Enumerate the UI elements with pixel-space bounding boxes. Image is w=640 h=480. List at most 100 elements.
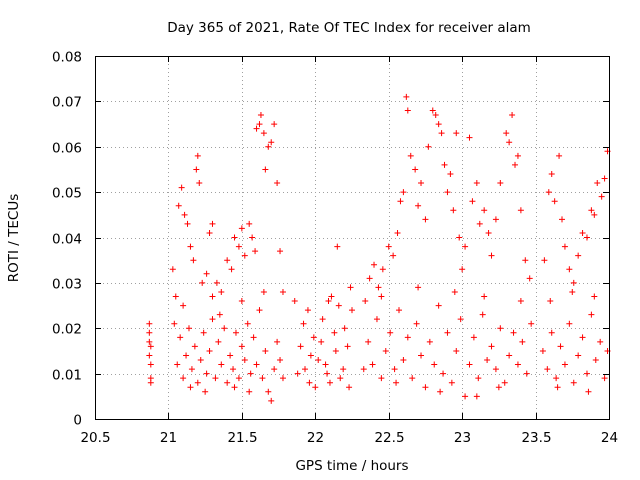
data-point	[180, 302, 187, 309]
data-point	[341, 325, 348, 332]
data-point	[328, 293, 335, 300]
data-point	[378, 293, 385, 300]
data-point	[517, 298, 524, 305]
data-point	[592, 357, 599, 364]
data-point	[246, 388, 253, 395]
y-axis-label: ROTI / TECUs	[6, 194, 22, 282]
data-point	[347, 284, 354, 291]
x-tick-label: 21	[160, 430, 177, 446]
data-point	[268, 139, 275, 146]
data-point	[187, 243, 194, 250]
data-point	[209, 220, 216, 227]
data-point	[570, 279, 577, 286]
data-point	[469, 198, 476, 205]
data-point	[215, 338, 222, 345]
data-point	[437, 388, 444, 395]
data-point	[246, 220, 253, 227]
data-point	[259, 375, 266, 382]
data-point	[453, 347, 460, 354]
data-point	[169, 266, 176, 273]
plot-frame	[95, 56, 610, 420]
data-point	[249, 234, 256, 241]
x-tick-label: 22	[307, 430, 324, 446]
data-point	[252, 248, 259, 255]
data-point	[325, 298, 332, 305]
data-point	[447, 170, 454, 177]
data-point	[588, 311, 595, 318]
data-point	[438, 130, 445, 137]
chart-title: Day 365 of 2021, Rate Of TEC Index for r…	[167, 20, 531, 36]
data-point	[575, 352, 582, 359]
data-point	[539, 347, 546, 354]
data-point	[244, 320, 251, 327]
data-point	[426, 338, 433, 345]
data-point	[185, 325, 192, 332]
data-point	[312, 384, 319, 391]
data-point	[334, 243, 341, 250]
data-point	[503, 130, 510, 137]
data-point	[218, 361, 225, 368]
data-point	[146, 338, 153, 345]
y-tick-label: 0	[73, 413, 82, 429]
data-point	[506, 352, 513, 359]
data-point	[319, 316, 326, 323]
data-point	[415, 202, 422, 209]
data-point	[506, 139, 513, 146]
data-point	[188, 366, 195, 373]
data-point	[302, 366, 309, 373]
data-point	[485, 229, 492, 236]
data-point	[146, 320, 153, 327]
data-point	[456, 234, 463, 241]
data-point	[227, 352, 234, 359]
data-point	[475, 375, 482, 382]
data-point	[561, 243, 568, 250]
data-point	[279, 375, 286, 382]
data-point	[526, 275, 533, 282]
data-point	[435, 121, 442, 128]
data-point	[197, 357, 204, 364]
data-point	[548, 329, 555, 336]
data-point	[548, 170, 555, 177]
data-point	[379, 266, 386, 273]
data-point	[147, 343, 154, 350]
data-point	[318, 338, 325, 345]
data-point	[177, 334, 184, 341]
data-point	[274, 338, 281, 345]
data-point	[570, 379, 577, 386]
data-point	[432, 111, 439, 118]
data-point	[216, 311, 223, 318]
data-point	[441, 161, 448, 168]
data-point	[473, 393, 480, 400]
data-point	[256, 121, 263, 128]
data-point	[271, 121, 278, 128]
data-point	[190, 257, 197, 264]
data-point	[400, 357, 407, 364]
x-tick-label: 22.5	[374, 430, 404, 446]
data-point	[172, 293, 179, 300]
data-point	[575, 252, 582, 259]
data-point	[235, 243, 242, 250]
data-point	[492, 366, 499, 373]
data-point	[294, 370, 301, 377]
data-point	[238, 225, 245, 232]
axis-ticks	[95, 56, 610, 420]
data-point	[415, 284, 422, 291]
data-point	[519, 338, 526, 345]
data-point	[523, 370, 530, 377]
data-point	[422, 384, 429, 391]
data-point	[545, 189, 552, 196]
data-point	[147, 379, 154, 386]
data-point	[265, 143, 272, 150]
data-point	[412, 166, 419, 173]
data-point	[360, 366, 367, 373]
data-point	[238, 343, 245, 350]
data-point	[228, 266, 235, 273]
data-point	[528, 320, 535, 327]
data-point	[561, 361, 568, 368]
data-point	[422, 216, 429, 223]
data-point	[425, 143, 432, 150]
data-point	[597, 338, 604, 345]
data-point	[279, 288, 286, 295]
x-tick-label: 24	[601, 430, 618, 446]
